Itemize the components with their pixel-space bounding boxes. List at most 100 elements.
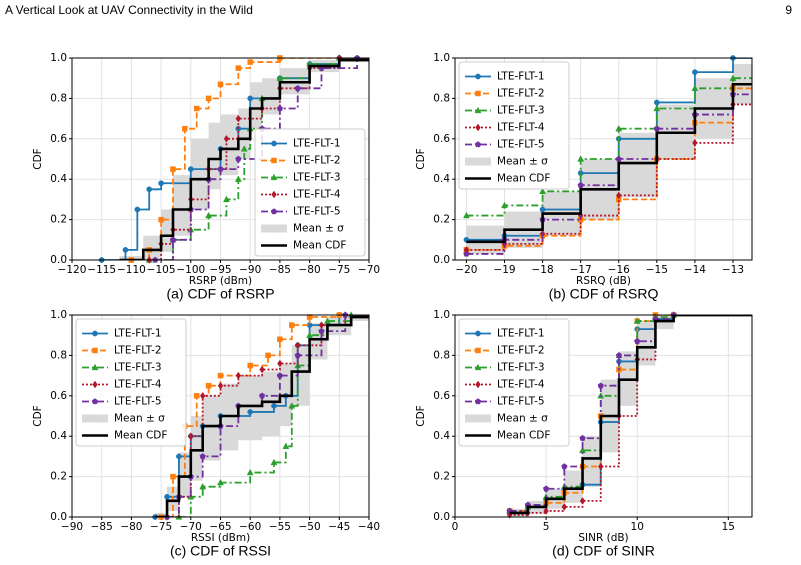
marker	[187, 166, 194, 172]
marker	[539, 206, 546, 213]
y-tick-label: 0.4	[433, 173, 450, 185]
marker	[615, 155, 622, 162]
y-axis-label: CDF	[32, 405, 44, 426]
marker	[176, 453, 182, 460]
marker	[276, 74, 284, 81]
marker	[577, 155, 585, 162]
cdf-line	[466, 82, 752, 244]
marker	[474, 141, 482, 148]
marker	[597, 382, 604, 389]
x-tick-label: −115	[87, 264, 116, 276]
marker	[729, 74, 737, 81]
cdf-line	[155, 58, 369, 260]
y-tick-label: 1.0	[50, 52, 67, 64]
legend-label: LTE-FLT-2	[497, 88, 545, 100]
x-tick-label: 10	[631, 521, 644, 533]
marker	[288, 402, 296, 409]
marker	[164, 493, 170, 500]
marker	[271, 140, 277, 147]
marker	[277, 359, 283, 368]
marker	[324, 317, 331, 324]
y-tick-label: 1.0	[433, 309, 450, 321]
marker	[234, 175, 242, 182]
marker	[692, 139, 698, 147]
legend-swatch	[82, 414, 108, 423]
x-tick-label: −60	[239, 521, 261, 533]
x-tick-label: 5	[543, 521, 550, 533]
axes-frame	[454, 314, 753, 518]
marker	[615, 352, 623, 359]
page-number: 9	[785, 3, 792, 17]
y-tick-label: 0.6	[50, 390, 67, 402]
marker	[205, 382, 212, 389]
legend-label: LTE-FLT-5	[497, 396, 545, 408]
y-tick-label: 1.0	[433, 52, 450, 64]
marker	[543, 507, 549, 515]
marker	[270, 208, 278, 215]
x-tick-label: −100	[176, 264, 205, 276]
legend-label: LTE-FLT-5	[114, 396, 162, 408]
marker	[653, 104, 661, 112]
marker	[653, 125, 660, 132]
x-tick-label: −70	[358, 264, 380, 276]
marker	[295, 341, 301, 350]
marker	[247, 59, 253, 65]
marker	[170, 473, 176, 480]
y-tick-label: 0.0	[50, 254, 67, 266]
axes-frame	[71, 314, 370, 518]
x-tick-label: −110	[117, 264, 146, 276]
y-tick-label: 0.0	[433, 511, 450, 523]
y-tick-label: 0.2	[50, 471, 67, 483]
marker	[289, 322, 295, 328]
cdf-line	[509, 315, 752, 515]
marker	[561, 503, 568, 511]
marker	[247, 409, 254, 415]
marker	[598, 462, 604, 471]
x-tick-label: −20	[455, 264, 477, 276]
marker	[188, 432, 194, 441]
y-tick-label: 0.6	[50, 133, 67, 145]
marker	[539, 187, 546, 194]
y-tick-label: 0.8	[433, 349, 450, 361]
legend-label: LTE-FLT-2	[114, 345, 162, 357]
legend-label: LTE-FLT-4	[497, 379, 545, 391]
axes-frame	[454, 57, 753, 261]
legend-swatch	[465, 414, 491, 423]
legend-label: Mean ± σ	[293, 223, 344, 235]
axes-frame	[71, 57, 370, 261]
x-axis-label: RSRP (dBm)	[189, 275, 252, 287]
marker	[92, 330, 98, 337]
marker	[271, 157, 277, 164]
marker	[634, 337, 641, 344]
legend-label: LTE-FLT-1	[497, 328, 545, 340]
cdf-line	[155, 315, 369, 517]
marker	[205, 95, 212, 102]
marker	[158, 216, 164, 223]
y-tick-label: 0.2	[50, 214, 67, 226]
x-tick-label: −70	[180, 521, 202, 533]
x-tick-label: −95	[209, 264, 231, 276]
x-tick-label: −19	[493, 264, 515, 276]
marker	[633, 317, 641, 324]
marker	[158, 180, 164, 187]
legend-label: LTE-FLT-4	[497, 122, 545, 134]
marker	[306, 331, 314, 338]
legend-label: LTE-FLT-1	[114, 328, 162, 340]
marker	[463, 211, 470, 219]
marker	[691, 84, 699, 91]
marker	[122, 247, 129, 253]
marker	[258, 392, 266, 399]
legend-label: Mean ± σ	[497, 156, 548, 168]
legend-label: LTE-FLT-3	[497, 105, 545, 117]
legend-label: LTE-FLT-2	[293, 155, 341, 167]
x-axis-label: RSRQ (dB)	[576, 275, 631, 287]
x-axis-label: RSSI (dBm)	[191, 532, 250, 544]
marker	[561, 463, 568, 470]
legend-label: LTE-FLT-5	[497, 139, 545, 151]
legend-label: Mean CDF	[497, 430, 550, 442]
x-tick-label: −80	[299, 264, 321, 276]
marker	[240, 145, 248, 152]
marker	[199, 453, 206, 460]
x-tick-label: −75	[150, 521, 172, 533]
